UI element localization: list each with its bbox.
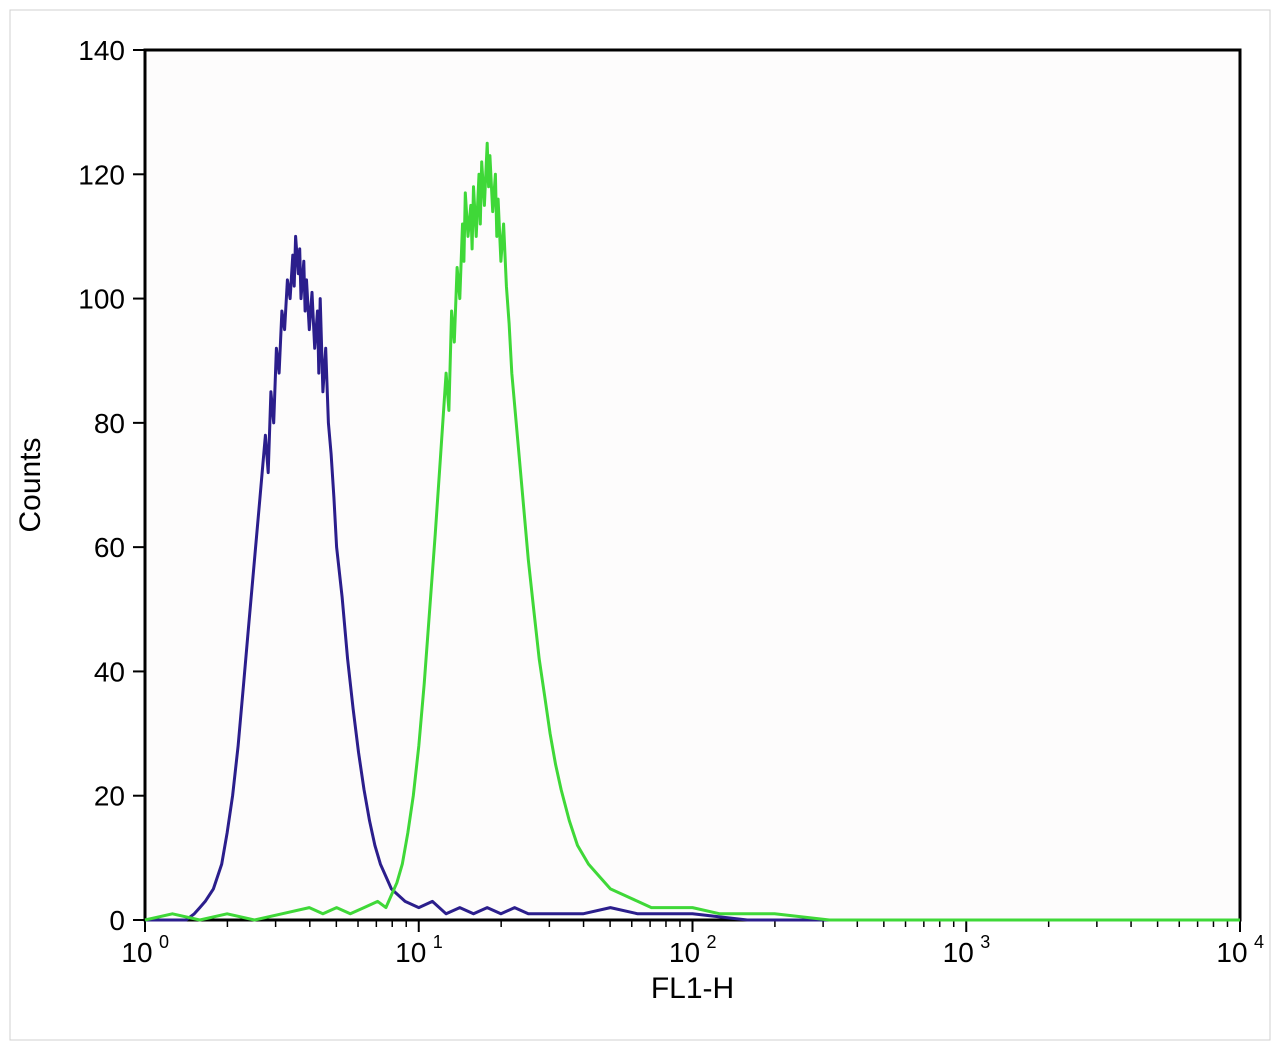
svg-text:3: 3 bbox=[980, 932, 990, 952]
svg-text:10: 10 bbox=[669, 937, 700, 968]
y-tick-label: 60 bbox=[94, 532, 125, 563]
svg-text:10: 10 bbox=[395, 937, 426, 968]
svg-text:10: 10 bbox=[121, 937, 152, 968]
svg-text:10: 10 bbox=[1216, 937, 1247, 968]
y-tick-label: 40 bbox=[94, 656, 125, 687]
y-tick-label: 140 bbox=[78, 35, 125, 66]
x-axis-label: FL1-H bbox=[651, 972, 734, 1005]
flow-cytometry-chart: 020406080100120140Counts100101102103104F… bbox=[0, 0, 1280, 1050]
y-tick-label: 80 bbox=[94, 408, 125, 439]
svg-text:2: 2 bbox=[707, 932, 717, 952]
y-tick-label: 0 bbox=[109, 905, 125, 936]
svg-text:1: 1 bbox=[433, 932, 443, 952]
svg-text:0: 0 bbox=[159, 932, 169, 952]
svg-text:4: 4 bbox=[1254, 932, 1264, 952]
y-tick-label: 100 bbox=[78, 284, 125, 315]
x-tick-label: 10 2 bbox=[669, 932, 717, 968]
x-tick-label: 10 0 bbox=[121, 932, 169, 968]
chart-svg: 020406080100120140Counts100101102103104F… bbox=[0, 0, 1280, 1050]
x-tick-label: 10 3 bbox=[943, 932, 991, 968]
y-axis-label: Counts bbox=[14, 437, 47, 532]
x-tick-label: 10 1 bbox=[395, 932, 443, 968]
svg-text:10: 10 bbox=[943, 937, 974, 968]
y-tick-label: 20 bbox=[94, 781, 125, 812]
x-tick-label: 10 4 bbox=[1216, 932, 1264, 968]
y-tick-label: 120 bbox=[78, 159, 125, 190]
